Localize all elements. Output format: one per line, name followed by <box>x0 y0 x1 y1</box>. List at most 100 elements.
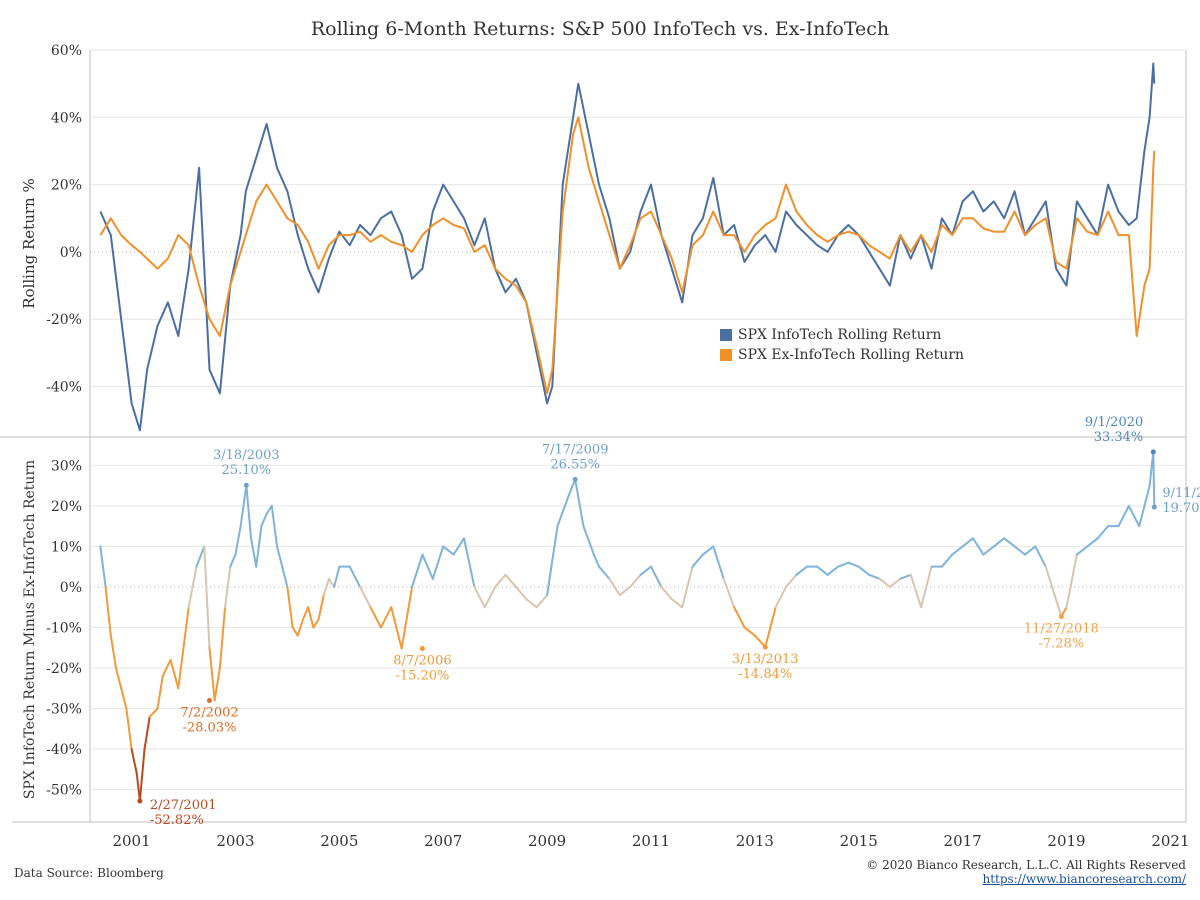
annotation-date: 3/18/2003 <box>213 448 280 463</box>
diff-segment <box>535 594 549 609</box>
diff-segment <box>250 537 258 568</box>
x-tick-label: 2005 <box>320 832 358 850</box>
diff-segment <box>1075 545 1089 556</box>
diff-segment <box>574 478 585 528</box>
annotation-value: -28.03% <box>182 721 236 736</box>
diff-segment <box>722 577 736 609</box>
diff-segment <box>317 594 325 621</box>
diff-segment <box>379 606 393 629</box>
diff-segment <box>442 545 455 556</box>
diff-segment <box>452 537 465 556</box>
diff-segment <box>1013 545 1026 556</box>
data-source: Data Source: Bloomberg <box>14 866 164 880</box>
diff-segment <box>333 565 341 588</box>
diff-segment <box>421 553 434 580</box>
diff-segment <box>208 646 216 702</box>
diff-segment <box>982 545 995 556</box>
y-tick-label: 60% <box>51 43 82 59</box>
y-tick-label: 10% <box>51 539 82 555</box>
diff-segment <box>494 573 507 588</box>
annotation-value: -15.20% <box>395 669 449 684</box>
annotation-marker <box>206 698 212 704</box>
annotation-date: 3/13/2013 <box>732 652 799 667</box>
diff-segment <box>1138 504 1146 528</box>
annotation-date: 7/2/2002 <box>180 706 238 721</box>
annotation-marker <box>243 482 249 488</box>
y-tick-label: 0% <box>60 580 82 596</box>
diff-segment <box>857 565 871 576</box>
legend-item-infotech[interactable]: SPX InfoTech Rolling Return <box>720 325 964 345</box>
copyright-block: © 2020 Bianco Research, L.L.C. All Right… <box>866 858 1186 886</box>
diff-segment <box>182 606 190 649</box>
diff-segment <box>169 658 180 690</box>
diff-segment <box>868 573 881 580</box>
diff-segment <box>598 565 611 580</box>
diff-segment <box>795 565 808 576</box>
diff-segment <box>462 537 476 588</box>
diff-segment <box>322 577 330 597</box>
diff-segment <box>961 537 975 548</box>
diff-segment <box>525 598 538 609</box>
diff-segment <box>1152 450 1156 509</box>
x-tick-label: 2013 <box>736 832 774 850</box>
diff-segment <box>1065 553 1078 609</box>
diff-segment <box>1003 537 1016 548</box>
diff-segment <box>281 565 289 588</box>
diff-segment <box>660 585 673 601</box>
diff-segment <box>649 565 663 588</box>
diff-segment <box>224 565 232 609</box>
diff-segment <box>195 545 206 568</box>
diff-segment <box>130 748 138 775</box>
annotation-date: 7/17/2009 <box>542 442 609 457</box>
diff-segment <box>161 658 172 678</box>
diff-segment <box>878 577 891 588</box>
diff-segment <box>1127 504 1141 528</box>
x-tick-label: 2019 <box>1047 832 1085 850</box>
diff-segment <box>270 504 278 548</box>
y-axis-label: SPX InfoTech Return Minus Ex-InfoTech Re… <box>22 460 38 799</box>
diff-segment <box>951 545 964 556</box>
x-tick-label: 2007 <box>424 832 462 850</box>
diff-segment <box>1023 545 1037 556</box>
y-tick-label: 40% <box>51 110 82 126</box>
diff-segment <box>307 606 315 629</box>
diff-segment <box>400 585 414 650</box>
website-link[interactable]: https://www.biancoresearch.com/ <box>982 872 1186 886</box>
diff-segment <box>733 606 746 629</box>
diff-segment <box>148 707 159 718</box>
diff-segment <box>296 618 304 637</box>
annotation-value: 26.55% <box>550 457 600 472</box>
diff-segment <box>1034 545 1047 568</box>
diff-segment <box>556 496 569 528</box>
diff-segment <box>114 667 123 690</box>
diff-segment <box>369 606 382 629</box>
x-tick-label: 2003 <box>216 832 254 850</box>
diff-segment <box>639 565 652 576</box>
series-line-infotech <box>99 62 1156 432</box>
diff-segment <box>1044 565 1063 618</box>
annotation-marker <box>762 644 768 650</box>
legend-item-exinfotech[interactable]: SPX Ex-InfoTech Rolling Return <box>720 345 964 365</box>
annotation-value: -14.84% <box>738 667 792 682</box>
x-tick-label: 2011 <box>632 832 670 850</box>
chart-title: Rolling 6-Month Returns: S&P 500 InfoTec… <box>310 18 890 40</box>
y-tick-label: -20% <box>46 312 82 328</box>
diff-segment <box>348 565 362 588</box>
x-tick-label: 2021 <box>1151 832 1189 850</box>
legend: SPX InfoTech Rolling Return SPX Ex-InfoT… <box>720 325 964 365</box>
diff-segment <box>592 553 601 568</box>
annotation-date: 8/7/2006 <box>393 654 451 669</box>
series-line-exinfotech <box>99 116 1156 395</box>
diff-segment <box>234 525 242 556</box>
diff-segment <box>681 565 694 609</box>
diff-segment <box>992 537 1006 548</box>
diff-segment <box>899 573 912 580</box>
x-tick-label: 2009 <box>528 832 566 850</box>
diff-segment <box>286 585 294 629</box>
copyright-text: © 2020 Bianco Research, L.L.C. All Right… <box>866 858 1186 872</box>
diff-segment <box>120 687 128 710</box>
diff-segment <box>712 545 725 580</box>
diff-segment <box>816 565 829 576</box>
diff-segment <box>99 545 107 588</box>
annotation-value: 19.70% <box>1162 501 1200 516</box>
